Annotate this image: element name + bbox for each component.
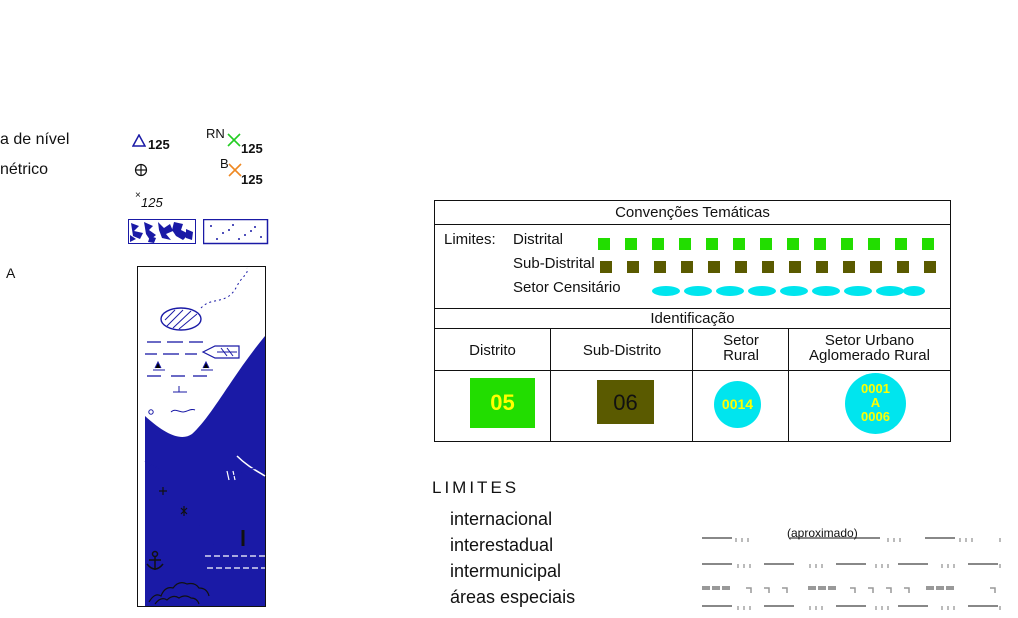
b-prefix: B: [220, 156, 229, 171]
row-distrital-label: Distrital: [513, 231, 564, 248]
boundary-symbols: [598, 238, 936, 296]
dense-pattern-swatch: [128, 219, 196, 244]
distrito-sample: 05: [470, 378, 535, 428]
approx-label: (aproximado): [787, 526, 858, 540]
limite-interestadual: interestadual: [450, 535, 554, 555]
limite-intermunicipal: intermunicipal: [450, 561, 562, 581]
hydrography-legend: [137, 266, 266, 607]
distrital-squares: [598, 238, 934, 250]
thematic-conventions-table: [434, 200, 951, 442]
b-cross-icon: [228, 163, 242, 177]
rn-cross-icon: [227, 133, 241, 147]
b-value: 125: [241, 172, 263, 187]
limites-heading: LIMITES: [432, 478, 520, 497]
row-setor-censitario-label: Setor Censitário: [513, 279, 621, 296]
urbano-code-3: 0006: [861, 409, 890, 424]
identification-title: Identificação: [650, 310, 735, 327]
rn-value: 125: [241, 141, 263, 156]
contour-label: a de nível: [0, 131, 70, 148]
triangle-value: 125: [148, 137, 170, 152]
header-setor-urbano: Setor Urbano Aglomerado Rural: [809, 332, 930, 364]
thematic-title: Convenções Temáticas: [615, 204, 770, 221]
setor-rural-sample: 0014: [714, 381, 761, 428]
row-subdistrital-label: Sub-Distrital: [513, 255, 595, 272]
sparse-pattern-swatch: [203, 219, 269, 245]
subdistrital-squares: [600, 261, 936, 273]
sub-distrito-sample: 06: [597, 380, 654, 424]
urbano-code-2: A: [870, 395, 881, 410]
limite-internacional: internacional: [450, 509, 553, 529]
triangle-icon: [132, 134, 146, 147]
limit-line-symbols: [702, 537, 1001, 610]
header-distrito: Distrito: [469, 342, 516, 359]
limites-label: Limites:: [444, 231, 496, 248]
header-sub-distrito: Sub-Distrito: [582, 342, 662, 359]
urbano-code-1: 0001: [861, 381, 890, 396]
spot-x-icon: ×: [135, 190, 141, 201]
limite-areas-especiais: áreas especiais: [450, 587, 576, 607]
rn-prefix: RN: [206, 126, 225, 141]
setor-urbano-sample: 0001 A 0006: [845, 373, 906, 434]
section-letter: A: [6, 265, 16, 281]
header-setor-rural: Setor Rural: [723, 332, 759, 364]
benchmark-label: nétrico: [0, 161, 49, 178]
spot-value: 125: [141, 195, 163, 210]
crosshair-circle-icon: [134, 163, 148, 177]
setor-ellipses: [652, 286, 925, 296]
